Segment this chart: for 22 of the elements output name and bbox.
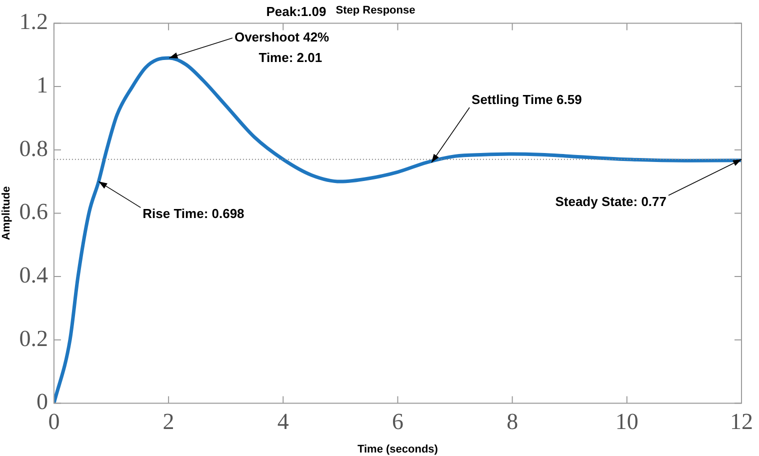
y-axis-title: Amplitude [0, 186, 13, 240]
y-tick-label: 0.6 [19, 199, 48, 224]
x-tick-label: 8 [506, 409, 518, 434]
x-tick-label: 12 [730, 409, 753, 434]
y-tick-label: 0 [36, 389, 48, 414]
y-tick-label: 0.2 [19, 326, 48, 351]
y-tick-label: 0.8 [19, 136, 48, 161]
y-tick-label: 0.4 [19, 262, 48, 288]
annotation: Overshoot 42% [234, 30, 330, 45]
annotation: Settling Time 6.59 [472, 92, 582, 108]
y-tick-label: 1 [36, 72, 48, 98]
annotation: Time: 2.01 [258, 50, 322, 65]
y-tick-label: 1.2 [19, 9, 48, 34]
x-tick-label: 4 [277, 409, 290, 434]
x-tick-label: 10 [615, 409, 638, 434]
x-tick-label: 6 [392, 409, 404, 434]
annotation: Steady State: 0.77 [555, 194, 666, 209]
chart-title: Step Response [336, 4, 416, 17]
text: Peak:1.09 [266, 4, 326, 19]
annotation: Rise Time: 0.698 [142, 206, 244, 222]
x-tick-label: 2 [162, 409, 174, 434]
x-axis-title: Time (seconds) [357, 443, 438, 456]
